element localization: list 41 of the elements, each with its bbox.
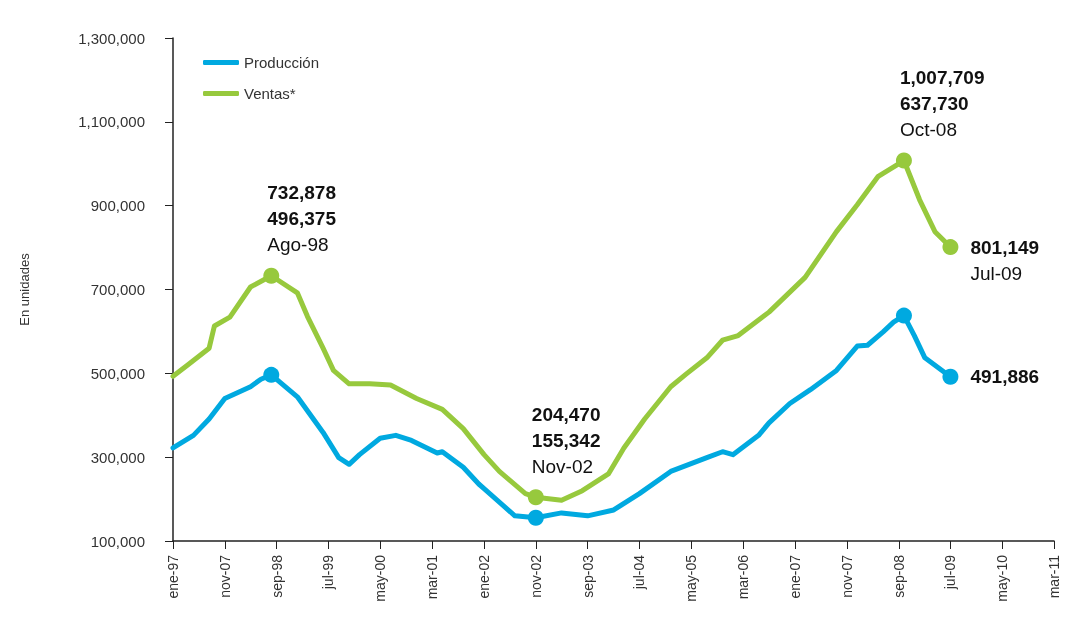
x-tick-label: may-00 <box>372 554 389 602</box>
y-tick-label: 1,300,000 <box>78 29 145 47</box>
point <box>527 509 544 526</box>
point <box>527 489 544 506</box>
point <box>942 239 959 256</box>
point <box>263 366 280 383</box>
point <box>895 152 912 169</box>
x-tick-label: sep-08 <box>890 554 907 598</box>
x-tick-label: mar-01 <box>423 554 440 600</box>
x-tick-label: ene-97 <box>165 554 181 599</box>
x-tick-label: ene-02 <box>476 554 493 599</box>
x-tick-label: nov-07 <box>838 554 855 598</box>
x-tick-label: mar-06 <box>734 554 751 600</box>
y-tick-label: 100,000 <box>90 532 145 550</box>
annotation: 732,878 496,375 Ago-98 <box>267 182 337 256</box>
y-axis-title: En unidades <box>17 252 32 326</box>
x-tick-label: jul-04 <box>631 554 648 591</box>
x-tick-label: sep-98 <box>268 554 285 598</box>
x-tick-label: nov-07 <box>216 554 233 598</box>
x-tick-label: mar-11 <box>1046 554 1062 599</box>
annotation: 1,007,709 637,730 Oct-08 <box>899 67 985 141</box>
x-tick-label: may-10 <box>994 554 1011 602</box>
x-tick-label: nov-02 <box>527 554 544 598</box>
point <box>895 307 912 324</box>
annotation: 204,470 155,342 Nov-02 <box>531 403 601 477</box>
annotation: 491,886 <box>970 366 1040 388</box>
annotation: 801,149 Jul-09 <box>970 236 1040 284</box>
point <box>942 368 959 385</box>
y-tick-label: 700,000 <box>90 281 145 298</box>
x-tick-label: ene-07 <box>787 554 804 599</box>
legend-label: Ventas* <box>244 85 296 102</box>
legend-label: Producción <box>244 54 320 71</box>
y-tick-label: 300,000 <box>90 448 145 466</box>
y-tick-label: 500,000 <box>90 364 145 382</box>
x-tick-label: may-05 <box>683 554 700 602</box>
x-tick-label: jul-09 <box>942 554 959 591</box>
y-tick-label: 1,100,000 <box>78 113 145 131</box>
x-tick-label: jul-99 <box>320 554 337 591</box>
x-tick-label: sep-03 <box>579 554 596 598</box>
y-tick-label: 900,000 <box>90 197 145 215</box>
point <box>263 267 280 284</box>
